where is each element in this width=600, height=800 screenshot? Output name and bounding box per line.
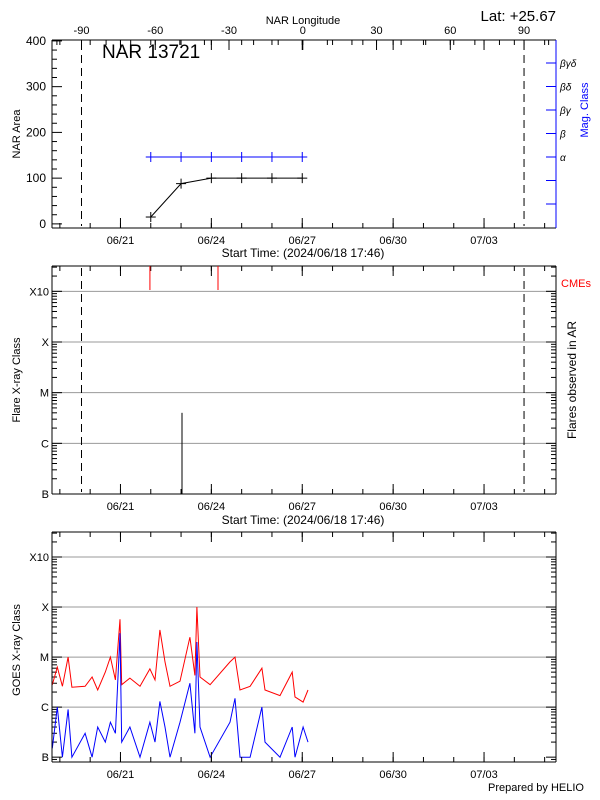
y-tick-label: 400	[26, 34, 46, 48]
x-tick-label: 07/03	[470, 235, 498, 247]
x-tick-label: 06/21	[107, 501, 135, 513]
y-tick-label: C	[41, 702, 49, 714]
cme-label: CMEs	[561, 278, 591, 290]
x-tick-label: 06/30	[379, 501, 407, 513]
y-tick-label: 200	[26, 125, 46, 139]
x2-tick-label: 90	[518, 25, 530, 37]
y-tick-label: C	[41, 438, 49, 450]
region-title: NAR 13721	[102, 42, 200, 63]
x2-tick-label: 30	[370, 25, 382, 37]
x2-tick-label: -60	[147, 25, 163, 37]
y-tick-label: 100	[26, 171, 46, 185]
x2-tick-label: 0	[300, 25, 306, 37]
y-tick-label: 0	[39, 217, 46, 231]
y-tick-label: X	[42, 602, 50, 614]
y2-axis-label: Flares observed in AR	[565, 321, 579, 439]
y2-tick-label: βγδ	[559, 59, 577, 70]
latitude-label: Lat: +25.67	[481, 8, 556, 25]
x-tick-label: 06/24	[198, 235, 226, 247]
x-tick-label: 07/03	[470, 769, 498, 781]
area-series-line	[150, 177, 303, 218]
y-tick-label: B	[42, 489, 49, 501]
x2-tick-label: -90	[74, 25, 90, 37]
x-tick-label: 06/24	[198, 769, 226, 781]
x-tick-label: 06/27	[288, 769, 316, 781]
x-tick-label: 06/30	[379, 235, 407, 247]
y2-tick-label: α	[560, 153, 566, 164]
y-axis-label: NAR Area	[11, 109, 23, 159]
flare-panel: Flare X-ray Class Flares observed in AR …	[11, 265, 591, 527]
y2-tick-label: βγ	[559, 106, 572, 117]
y-tick-label: M	[40, 652, 49, 664]
x-tick-label: 06/21	[107, 235, 135, 247]
x-tick-label: 06/24	[198, 501, 226, 513]
goes-long-channel-line	[51, 606, 309, 703]
x2-axis-label: NAR Longitude	[266, 15, 341, 27]
x-axis-label: Start Time: (2024/06/18 17:46)	[222, 246, 385, 260]
y-tick-label: 300	[26, 80, 46, 94]
x2-tick-label: -30	[221, 25, 237, 37]
nar-area-panel: NAR Longitude NAR 13721 NAR Area Mag. Cl…	[11, 15, 591, 260]
x2-tick-label: 60	[444, 25, 456, 37]
x-tick-label: 06/21	[107, 769, 135, 781]
y-tick-label: X	[42, 337, 50, 349]
x-tick-label: 07/03	[470, 501, 498, 513]
x-tick-label: 06/27	[288, 501, 316, 513]
y2-tick-label: β	[559, 130, 566, 141]
y-tick-label: X10	[29, 286, 49, 298]
y2-tick-label: βδ	[559, 83, 572, 94]
y-tick-label: M	[40, 388, 49, 400]
y-axis-label: Flare X-ray Class	[11, 337, 23, 422]
y-tick-label: B	[42, 752, 49, 764]
y-tick-label: X10	[29, 552, 49, 564]
credit-label: Prepared by HELIO	[488, 782, 584, 794]
goes-short-channel-line	[51, 633, 309, 759]
y-axis-label: GOES X-ray Class	[11, 604, 23, 696]
x-tick-label: 06/27	[288, 235, 316, 247]
x-tick-label: 06/30	[379, 769, 407, 781]
x-axis-label: Start Time: (2024/06/18 17:46)	[222, 513, 385, 527]
y2-axis-label: Mag. Class	[579, 82, 591, 138]
goes-panel: GOES X-ray Class B C M X X10 06/21 06/24 06/27 0…	[11, 531, 557, 781]
